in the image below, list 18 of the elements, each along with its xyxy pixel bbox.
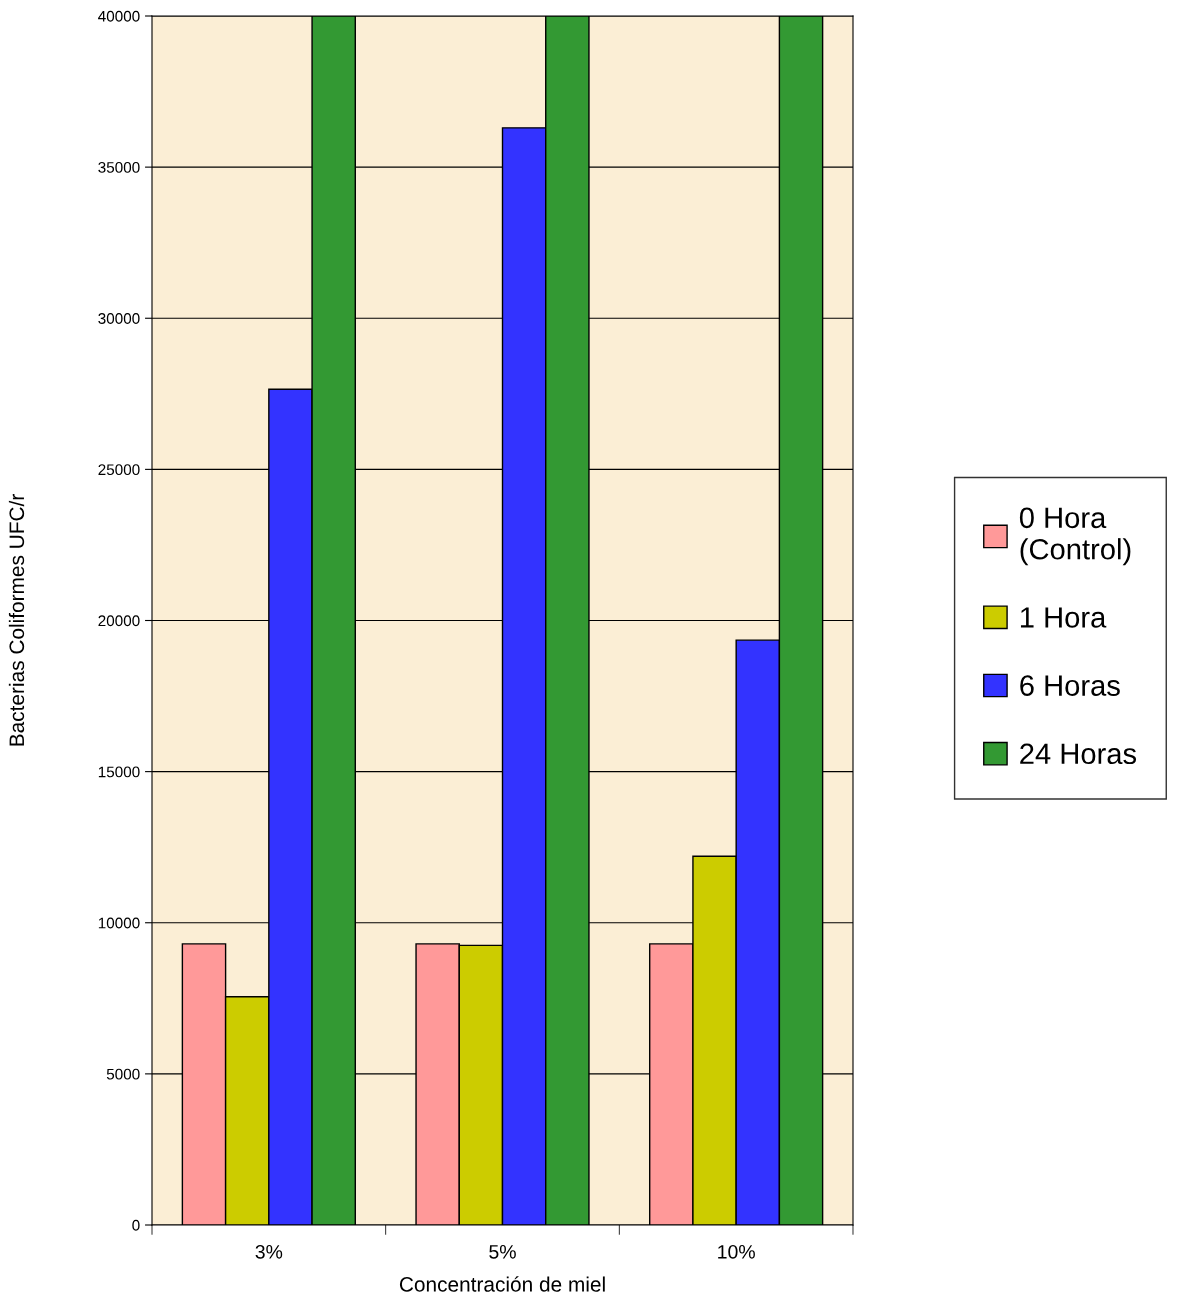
y-tick-label: 25000 bbox=[98, 464, 140, 476]
y-tick-label: 30000 bbox=[98, 313, 140, 324]
legend-label: 0 Hora (Control) bbox=[1019, 507, 1131, 566]
y-tick-label: 20000 bbox=[98, 615, 140, 627]
y-tick-label: 5000 bbox=[106, 1068, 140, 1080]
legend-label: 24 Horas bbox=[1020, 743, 1137, 765]
y-tick-label: 10000 bbox=[98, 917, 140, 929]
y-tick-label: 35000 bbox=[98, 161, 140, 173]
x-tick-label: 3% bbox=[255, 1244, 283, 1259]
x-tick-label: 5% bbox=[489, 1245, 516, 1259]
x-tick-label: 10% bbox=[718, 1244, 755, 1259]
legend-label: 1 Hora bbox=[1020, 607, 1107, 628]
x-axis-title: Concentración de miel bbox=[399, 1276, 605, 1292]
y-tick-label: 0 bbox=[132, 1219, 140, 1231]
legend-label: 6 Horas bbox=[1020, 675, 1120, 696]
y-tick-label: 40000 bbox=[98, 10, 140, 22]
y-axis-title: Bacterias Coliformes UFC/r bbox=[8, 494, 25, 746]
y-tick-label: 15000 bbox=[98, 766, 140, 778]
